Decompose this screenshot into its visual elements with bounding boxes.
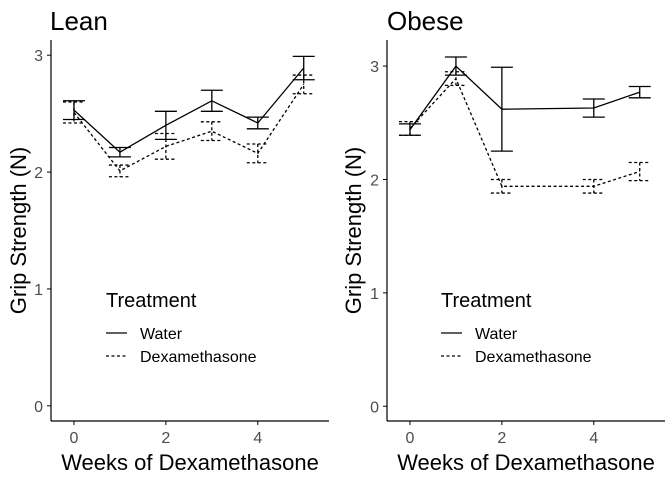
y-tick-label: 0 bbox=[34, 399, 43, 416]
legend-label: Dexamethasone bbox=[140, 349, 257, 366]
panel-title: Lean bbox=[50, 6, 108, 36]
y-tick-label: 2 bbox=[370, 172, 379, 189]
y-tick-label: 1 bbox=[370, 286, 379, 303]
legend-label: Water bbox=[140, 326, 183, 343]
x-tick-label: 2 bbox=[161, 430, 170, 447]
series-water bbox=[398, 56, 651, 152]
x-tick-label: 4 bbox=[589, 430, 598, 447]
error-bar bbox=[108, 164, 131, 178]
legend-label: Dexamethasone bbox=[475, 349, 592, 366]
series-line bbox=[73, 84, 305, 172]
panel-title: Obese bbox=[387, 6, 464, 36]
error-bar bbox=[246, 116, 269, 130]
legend-title: Treatment bbox=[106, 290, 197, 312]
series-line bbox=[409, 77, 640, 187]
error-bar bbox=[246, 143, 269, 164]
x-tick-label: 0 bbox=[406, 430, 415, 447]
series-dexamethasone bbox=[62, 74, 315, 178]
x-tick-label: 2 bbox=[497, 430, 506, 447]
error-bar bbox=[490, 66, 513, 152]
legend: Treatment Water Dexamethasone bbox=[441, 290, 592, 366]
error-bar bbox=[628, 85, 651, 99]
y-tick-label: 3 bbox=[34, 48, 43, 65]
y-tick-label: 3 bbox=[370, 59, 379, 76]
legend: Treatment Water Dexamethasone bbox=[106, 290, 257, 366]
x-tick-label: 4 bbox=[253, 430, 262, 447]
series-water bbox=[62, 55, 315, 158]
y-tick-label: 2 bbox=[34, 165, 43, 182]
error-bar bbox=[154, 132, 177, 160]
y-tick-label: 1 bbox=[34, 282, 43, 299]
error-bar bbox=[444, 71, 467, 87]
error-bar bbox=[582, 98, 605, 118]
x-tick-label: 0 bbox=[70, 430, 79, 447]
error-bar bbox=[628, 161, 651, 182]
series-dexamethasone bbox=[398, 71, 651, 194]
y-axis-title: Grip Strength (N) bbox=[341, 147, 366, 315]
chart-panel-lean: Lean 0 1 2 3 0 2 4 Weeks of Dexamethasone Grip St… bbox=[6, 6, 329, 475]
error-bar bbox=[582, 178, 605, 194]
y-axis-title: Grip Strength (N) bbox=[6, 147, 31, 315]
y-tick-label: 0 bbox=[370, 399, 379, 416]
series-line bbox=[409, 65, 640, 130]
legend-label: Water bbox=[475, 326, 518, 343]
error-bar bbox=[292, 74, 315, 95]
chart-panel-obese: Obese 0 1 2 3 0 2 4 Weeks of Dexamethasone Grip S… bbox=[341, 6, 665, 475]
error-bar bbox=[490, 178, 513, 194]
error-bar bbox=[62, 101, 85, 124]
error-bar bbox=[200, 121, 223, 142]
series-line bbox=[73, 67, 305, 154]
error-bar bbox=[200, 89, 223, 112]
error-bar bbox=[108, 146, 131, 158]
x-axis-title: Weeks of Dexamethasone bbox=[61, 450, 319, 475]
error-bar bbox=[398, 120, 421, 136]
legend-title: Treatment bbox=[441, 290, 532, 312]
x-axis-title: Weeks of Dexamethasone bbox=[397, 450, 655, 475]
